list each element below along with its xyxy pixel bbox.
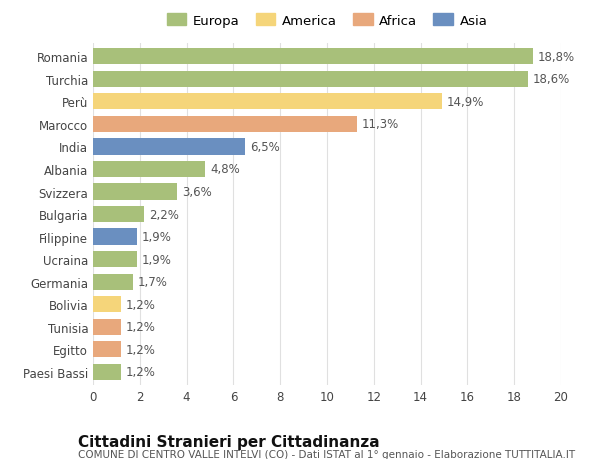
- Text: 1,2%: 1,2%: [126, 343, 155, 356]
- Bar: [93, 274, 133, 290]
- Bar: [93, 72, 528, 88]
- Bar: [93, 184, 177, 200]
- Bar: [93, 207, 145, 223]
- Text: 3,6%: 3,6%: [182, 185, 212, 199]
- Text: 1,2%: 1,2%: [126, 320, 155, 334]
- Text: COMUNE DI CENTRO VALLE INTELVI (CO) - Dati ISTAT al 1° gennaio - Elaborazione TU: COMUNE DI CENTRO VALLE INTELVI (CO) - Da…: [78, 449, 575, 459]
- Bar: [93, 229, 137, 245]
- Bar: [93, 94, 442, 110]
- Text: 4,8%: 4,8%: [210, 163, 240, 176]
- Text: 6,5%: 6,5%: [250, 140, 280, 154]
- Text: 1,2%: 1,2%: [126, 365, 155, 379]
- Bar: [93, 162, 205, 178]
- Text: 18,8%: 18,8%: [538, 50, 575, 64]
- Legend: Europa, America, Africa, Asia: Europa, America, Africa, Asia: [164, 11, 490, 30]
- Text: 14,9%: 14,9%: [446, 95, 484, 109]
- Bar: [93, 319, 121, 335]
- Bar: [93, 49, 533, 65]
- Text: 1,7%: 1,7%: [137, 275, 167, 289]
- Text: 1,9%: 1,9%: [142, 253, 172, 266]
- Text: 2,2%: 2,2%: [149, 208, 179, 221]
- Text: 18,6%: 18,6%: [533, 73, 570, 86]
- Text: Cittadini Stranieri per Cittadinanza: Cittadini Stranieri per Cittadinanza: [78, 434, 380, 449]
- Text: 1,9%: 1,9%: [142, 230, 172, 244]
- Text: 1,2%: 1,2%: [126, 298, 155, 311]
- Bar: [93, 341, 121, 358]
- Bar: [93, 252, 137, 268]
- Bar: [93, 297, 121, 313]
- Bar: [93, 139, 245, 155]
- Bar: [93, 117, 358, 133]
- Text: 11,3%: 11,3%: [362, 118, 400, 131]
- Bar: [93, 364, 121, 380]
